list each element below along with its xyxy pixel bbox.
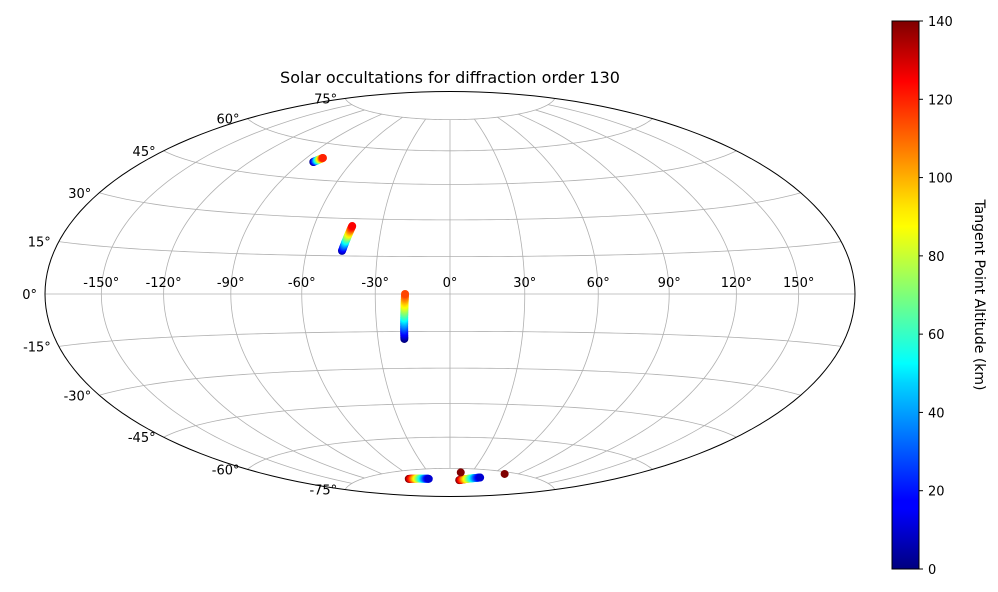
y-tick-label: -30° <box>64 389 92 404</box>
x-tick-label: 90° <box>658 276 681 291</box>
x-tick-label: 120° <box>721 276 752 291</box>
data-point <box>401 290 410 298</box>
parallel-gridline <box>163 403 737 438</box>
colorbar-tick-label: 120 <box>928 93 953 108</box>
y-tick-label: 45° <box>133 145 156 160</box>
parallel-gridline <box>344 98 556 121</box>
x-tick-label: 60° <box>587 276 610 291</box>
parallel-gridline <box>99 367 801 396</box>
data-point <box>456 468 465 477</box>
occultation-track <box>400 290 410 343</box>
colorbar: 0 20 40 60 80 100 120 140 Tangent Point Altitud… <box>891 15 987 578</box>
colorbar-tick-label: 0 <box>928 563 936 578</box>
map-frame <box>44 90 856 498</box>
colorbar-tick-label: 80 <box>928 250 945 265</box>
x-tick-label: -60° <box>288 276 316 291</box>
x-tick-label: -150° <box>83 276 119 291</box>
data-point <box>500 469 509 478</box>
y-tick-label: 15° <box>28 236 51 251</box>
colorbar-tick-label: 60 <box>928 328 945 343</box>
colorbar-tick-label: 100 <box>928 172 953 187</box>
x-tick-label: -120° <box>146 276 182 291</box>
y-tick-label: 0° <box>22 288 37 303</box>
data-point <box>424 474 433 483</box>
x-tick-label: 0° <box>443 276 458 291</box>
y-tick-label: 75° <box>314 92 337 107</box>
colorbar-gradient <box>891 20 920 570</box>
x-tick-label: -90° <box>217 276 245 291</box>
parallel-gridline <box>58 241 842 258</box>
y-tick-label: 30° <box>68 187 91 202</box>
data-point <box>348 222 357 231</box>
x-tick-label: 30° <box>513 276 536 291</box>
occultation-track <box>500 469 509 478</box>
colorbar-tick-label: 40 <box>928 406 945 421</box>
x-tick-label: -30° <box>361 276 389 291</box>
y-tick-label: 60° <box>216 113 239 128</box>
colorbar-tick-label: 140 <box>928 15 953 30</box>
occultation-track <box>456 468 465 477</box>
parallel-gridline <box>247 118 653 152</box>
parallel-gridline <box>58 330 842 347</box>
colorbar-label: Tangent Point Altitude (km) <box>971 198 987 390</box>
data-point <box>476 473 485 482</box>
occultation-track <box>338 222 357 255</box>
chart-title: Solar occultations for diffraction order… <box>280 68 620 87</box>
occultation-track <box>455 473 485 485</box>
parallel-gridline <box>99 192 801 221</box>
data-point <box>318 153 327 162</box>
occultation-track <box>309 153 327 166</box>
occultation-track <box>404 474 433 483</box>
y-tick-label: -15° <box>23 340 51 355</box>
parallel-gridline <box>344 467 556 490</box>
colorbar-tick-label: 20 <box>928 485 945 500</box>
x-tick-label: 150° <box>783 276 814 291</box>
y-tick-label: -45° <box>128 431 156 446</box>
parallel-gridline <box>247 436 653 470</box>
parallel-gridline <box>163 150 737 185</box>
y-tick-label: -60° <box>212 463 240 478</box>
